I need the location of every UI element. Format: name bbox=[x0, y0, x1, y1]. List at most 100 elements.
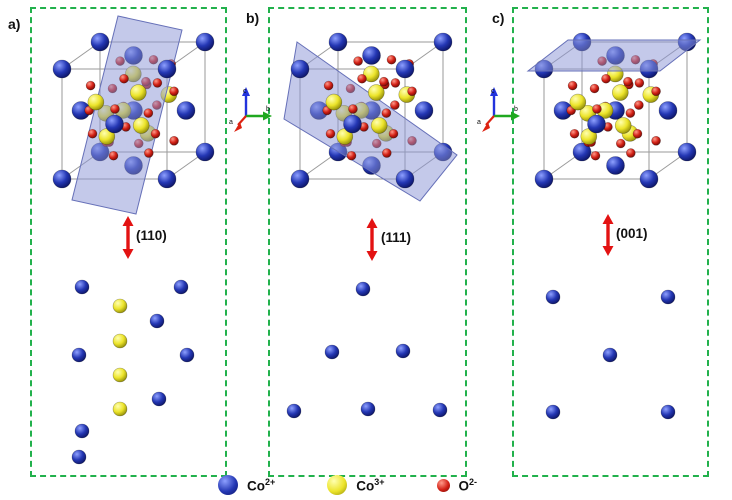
surface-co2-atom bbox=[602, 347, 618, 363]
o-atom bbox=[346, 150, 357, 161]
o-atom bbox=[325, 128, 336, 139]
panel-label-b: b) bbox=[246, 10, 260, 26]
co2-atom bbox=[157, 169, 177, 189]
o-atom bbox=[626, 148, 636, 158]
co3-atom bbox=[325, 93, 343, 111]
arrowhead-up bbox=[122, 216, 134, 226]
crystal-plane bbox=[526, 39, 702, 72]
plane-label-110: (110) bbox=[136, 228, 167, 243]
o-atom bbox=[601, 73, 611, 84]
o-atom bbox=[623, 76, 633, 87]
o-atom bbox=[386, 54, 397, 65]
co2-atom bbox=[157, 59, 177, 79]
o-atom bbox=[381, 108, 392, 118]
a-axis-arrowhead bbox=[234, 122, 242, 132]
o-sphere-icon bbox=[436, 478, 450, 492]
crystal-axes-icon: c b a bbox=[477, 87, 520, 132]
co2-atom bbox=[328, 32, 348, 52]
co2-atom bbox=[52, 169, 72, 189]
arrowhead-down bbox=[122, 249, 134, 259]
surface-co2-atom bbox=[545, 289, 561, 305]
arrowhead-down bbox=[602, 246, 614, 256]
legend-item-o: O2- bbox=[436, 477, 477, 493]
crystal-structure-111 bbox=[283, 32, 458, 419]
surface-co3-atom bbox=[112, 333, 128, 349]
plane-label-111: (111) bbox=[381, 230, 412, 245]
o-atom bbox=[110, 104, 120, 114]
o-atom bbox=[567, 80, 578, 91]
o-atom bbox=[143, 108, 154, 118]
co2-atom bbox=[606, 156, 625, 175]
o-atom bbox=[651, 136, 661, 146]
o-atom bbox=[169, 136, 179, 146]
o-atom bbox=[625, 108, 636, 118]
co3-atom bbox=[614, 117, 632, 134]
panel-c: (001) bbox=[512, 7, 709, 477]
co2-atom bbox=[195, 32, 215, 52]
plane-label-001: (001) bbox=[616, 226, 648, 241]
legend: Co2+ Co3+ O2- bbox=[218, 475, 477, 495]
surface-co2-atom bbox=[545, 404, 561, 420]
o-atom bbox=[85, 80, 96, 91]
o-atom bbox=[390, 78, 401, 88]
co3-atom bbox=[130, 84, 147, 101]
o-atom bbox=[569, 128, 580, 139]
o-atom bbox=[348, 104, 358, 114]
o-atom bbox=[407, 86, 417, 97]
surface-co2-atom bbox=[355, 281, 371, 297]
c-axis-arrowhead bbox=[242, 87, 250, 96]
co2-atom bbox=[105, 114, 124, 134]
o-atom bbox=[150, 128, 161, 139]
c-axis-arrowhead bbox=[490, 87, 498, 96]
co2-atom bbox=[195, 142, 215, 162]
panel-label-c: c) bbox=[492, 10, 505, 26]
crystal-structure-001 bbox=[526, 32, 702, 420]
panel-label-a: a) bbox=[8, 16, 21, 32]
legend-item-co3: Co3+ bbox=[327, 475, 385, 495]
surface-co2-atom bbox=[71, 449, 87, 465]
o-atom bbox=[152, 78, 163, 88]
o-atom bbox=[615, 138, 626, 149]
surface-co2-atom bbox=[74, 423, 90, 439]
surface-co2-atom bbox=[660, 289, 676, 305]
o-atom bbox=[87, 128, 98, 139]
o-atom bbox=[390, 100, 400, 110]
a-axis-label: a bbox=[229, 119, 233, 126]
legend-label-co2: Co2+ bbox=[247, 476, 276, 494]
co2-atom bbox=[572, 142, 592, 162]
surface-co2-atom bbox=[432, 402, 448, 418]
arrowhead-up bbox=[366, 218, 378, 228]
co3-atom bbox=[569, 93, 587, 111]
co2-atom bbox=[52, 59, 72, 79]
surface-co2-atom bbox=[395, 343, 411, 359]
o-atom bbox=[144, 148, 154, 158]
panel-a: (110) bbox=[30, 7, 227, 477]
o-atom bbox=[592, 104, 602, 114]
o-atom bbox=[651, 86, 661, 97]
c-axis-label: c bbox=[491, 88, 495, 95]
surface-co2-atom bbox=[71, 347, 87, 363]
crystal-plane bbox=[71, 15, 183, 215]
co2-atom bbox=[362, 46, 381, 65]
legend-item-co2: Co2+ bbox=[218, 475, 275, 495]
o-atom bbox=[379, 76, 389, 87]
o-atom bbox=[589, 83, 600, 94]
o-atom bbox=[634, 100, 644, 110]
co2-atom bbox=[414, 101, 434, 120]
co2-atom bbox=[534, 169, 554, 189]
co2-sphere-icon bbox=[218, 475, 238, 495]
co2-atom bbox=[658, 101, 678, 120]
surface-co2-atom bbox=[360, 401, 376, 417]
co2-atom bbox=[290, 59, 310, 79]
co2-atom bbox=[639, 169, 659, 189]
o-atom bbox=[353, 56, 363, 66]
surface-co3-atom bbox=[112, 367, 128, 383]
o-atom bbox=[590, 150, 601, 161]
co2-atom bbox=[395, 59, 415, 79]
o-atom bbox=[632, 128, 643, 139]
b-axis-label: b bbox=[514, 106, 518, 113]
o-atom bbox=[108, 150, 119, 161]
arrowhead-up bbox=[602, 214, 614, 224]
legend-label-co3: Co3+ bbox=[356, 476, 385, 494]
